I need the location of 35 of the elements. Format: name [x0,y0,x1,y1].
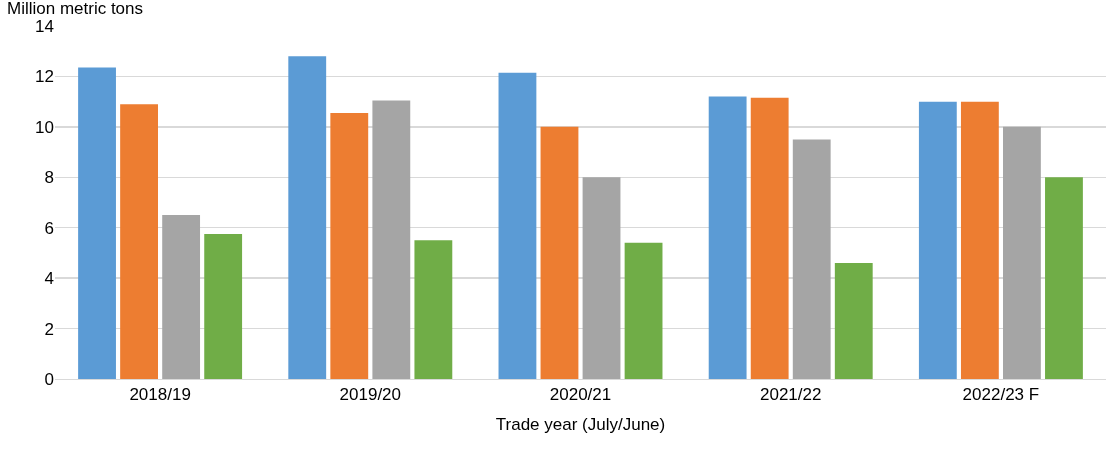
bar [582,177,621,379]
y-tick-label: 12 [35,67,54,87]
bar [750,97,789,379]
bar [708,96,747,379]
bar [330,112,369,379]
x-tick-label: 2021/22 [759,385,822,405]
bar [288,56,327,379]
y-tick-label: 10 [35,117,54,137]
bar [162,215,201,379]
bar [918,101,957,379]
bar [78,67,116,379]
bar [960,101,999,379]
x-tick-label: 2019/20 [339,385,402,405]
bar [624,242,663,379]
bar [792,139,831,379]
bar [414,240,453,379]
bar [204,234,243,379]
bar [498,72,537,379]
y-axis-title: Million metric tons [7,0,144,18]
bar [540,126,579,379]
bar [120,104,158,379]
bar [834,263,873,379]
x-axis-title: Trade year (July/June) [495,414,666,434]
bar [372,100,411,379]
y-tick-label: 4 [44,269,54,289]
x-tick-label: 2018/19 [129,385,191,405]
x-tick-label: 2022/23 F [962,385,1040,405]
y-tick-label: 8 [44,168,54,188]
y-tick-label: 0 [44,369,54,389]
y-tick-label: 14 [35,16,54,36]
y-tick-label: 6 [44,218,54,238]
bar [1045,177,1083,379]
x-tick-label: 2020/21 [549,385,612,405]
bar [1003,126,1041,379]
y-tick-label: 2 [44,319,54,339]
